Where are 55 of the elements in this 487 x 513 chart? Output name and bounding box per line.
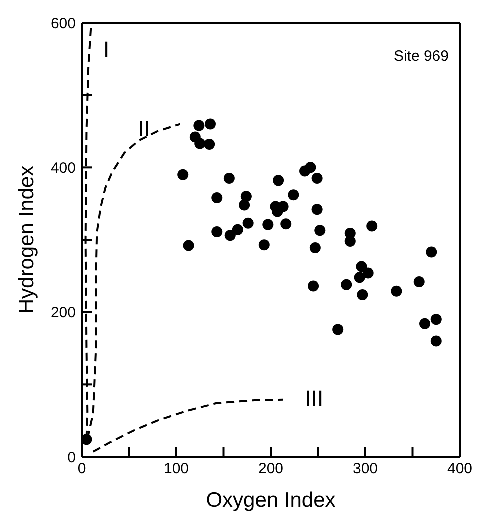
point bbox=[391, 286, 402, 297]
point bbox=[212, 192, 223, 204]
point bbox=[332, 324, 344, 336]
point bbox=[430, 314, 442, 326]
point bbox=[426, 246, 438, 258]
point bbox=[344, 236, 356, 247]
y-tick-label: 0 bbox=[68, 449, 76, 466]
y-axis-title: Hydrogen Index bbox=[15, 165, 38, 314]
y-tick-label: 400 bbox=[50, 160, 76, 177]
point bbox=[312, 204, 323, 216]
point bbox=[366, 220, 378, 232]
line-series bbox=[92, 398, 284, 453]
point bbox=[239, 200, 250, 211]
point bbox=[312, 173, 323, 184]
point bbox=[178, 169, 189, 180]
y-tick-label: 600 bbox=[50, 15, 76, 32]
point bbox=[341, 279, 352, 290]
point bbox=[314, 225, 326, 236]
point bbox=[183, 240, 194, 252]
point bbox=[194, 138, 206, 150]
point bbox=[258, 240, 270, 251]
point bbox=[354, 272, 366, 284]
point bbox=[204, 139, 216, 150]
point bbox=[212, 226, 223, 238]
point bbox=[414, 276, 425, 288]
point bbox=[357, 289, 368, 300]
point bbox=[308, 280, 320, 292]
point bbox=[224, 230, 236, 242]
x-tick-label: 300 bbox=[352, 460, 378, 478]
point bbox=[273, 175, 284, 186]
series-label: II bbox=[138, 116, 151, 142]
point bbox=[194, 120, 205, 132]
point bbox=[362, 268, 374, 279]
point bbox=[356, 261, 368, 272]
point bbox=[310, 242, 321, 254]
annotation: Site 969 bbox=[394, 48, 449, 65]
point bbox=[205, 118, 216, 130]
y-tick-label: 200 bbox=[50, 304, 76, 322]
x-tick-label: 400 bbox=[447, 460, 473, 478]
point bbox=[305, 162, 316, 174]
point bbox=[242, 218, 254, 229]
series-label: I bbox=[103, 37, 110, 62]
x-tick-label: 100 bbox=[164, 460, 190, 478]
point bbox=[280, 218, 292, 230]
point bbox=[420, 318, 431, 330]
point bbox=[232, 224, 244, 236]
x-axis-title: Oxygen Index bbox=[206, 489, 336, 512]
point bbox=[82, 434, 92, 446]
x-tick-label: 200 bbox=[258, 460, 284, 478]
point bbox=[430, 336, 442, 347]
point bbox=[224, 173, 235, 184]
series-label: III bbox=[305, 386, 324, 411]
point bbox=[240, 191, 252, 202]
point bbox=[288, 190, 300, 201]
point bbox=[262, 219, 274, 230]
